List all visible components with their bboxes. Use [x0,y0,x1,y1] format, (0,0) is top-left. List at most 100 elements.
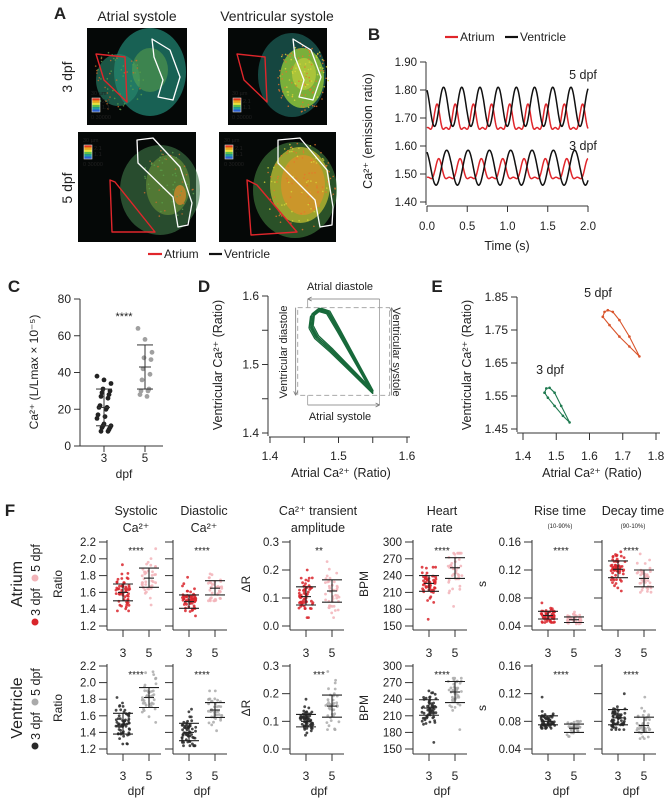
data-point [644,581,647,584]
data-point [143,591,147,595]
fluorescence-speckle [304,109,306,111]
x-tick-label: 1.8 [648,449,665,463]
x-tick-label: 1.5 [548,449,565,463]
colorbar-max-label: 2.1 [102,99,110,105]
data-point [611,721,615,725]
fluorescence-speckle [281,204,283,206]
data-point [457,558,461,561]
fluorescence-speckle [175,156,178,159]
data-point [194,729,197,733]
data-point [307,579,310,583]
fluorescence-speckle [107,51,110,54]
data-point [453,676,457,680]
data-point [332,708,336,712]
fluorescence-speckle [286,180,289,182]
data-point [329,719,333,722]
colorbar-segment [84,145,92,148]
significance-stars: *** [313,670,325,681]
data-point [126,601,130,604]
fluorescence-speckle [174,172,177,175]
y-tick-label: 2.2 [80,661,96,673]
x-tick-label: 3 [120,769,127,783]
data-point [447,591,451,595]
phase-box [297,307,391,396]
data-point [447,578,451,582]
data-point [305,727,309,730]
data-point [147,715,151,719]
fluorescence-speckle [116,57,118,59]
y-tick-label: 1.8 [80,571,96,583]
arrowhead [375,404,380,408]
y-tick-label: 270 [383,678,402,690]
fluorescence-speckle [328,170,330,173]
y-tick-label: 0.12 [499,689,521,701]
fluorescence-speckle [147,183,150,186]
data-point [185,602,189,606]
fluorescence-speckle [280,154,283,157]
data-point [643,578,647,582]
fluorescence-speckle [281,54,284,56]
data-point [552,720,556,724]
data-point [575,719,579,723]
fluorescence-speckle [290,52,293,55]
fluorescence-speckle [290,68,293,70]
fluorescence-speckle [296,142,299,145]
data-point [610,728,613,731]
legend-3dpf-label: 3 dpf [29,712,43,740]
data-point [618,715,621,718]
fluorescence-speckle [113,97,116,100]
column-subtitle: (90-10%) [621,524,646,530]
data-point [115,696,119,699]
scale-bar-label: 30 µm [224,138,240,144]
data-point [118,704,122,707]
data-point [641,713,645,717]
series-line-ventricle-5-dpf [426,86,589,128]
fluorescence-speckle [97,79,100,82]
fluorescence-speckle [301,228,304,231]
annotation-atrial-diastole: Atrial diastole [307,281,373,293]
data-point [619,589,623,593]
data-point [639,591,642,594]
y-tick-label: 180 [383,604,402,616]
panel-label-c: C [8,277,20,296]
data-point [153,707,157,711]
y-axis-label: Ratio [51,570,65,598]
x-tick-label: 1.4 [515,449,532,463]
data-point [152,673,156,676]
fluorescence-speckle [305,47,307,50]
data-point [116,717,120,720]
x-tick-label: 3 [186,769,193,783]
fluorescence-speckle [303,70,306,73]
fluorescence-speckle [285,71,288,73]
fluorescence-speckle [322,71,325,74]
y-tick-label: 1.75 [485,323,509,337]
data-point [218,596,222,600]
data-point [324,592,327,596]
data-point [148,357,154,362]
data-point [456,573,460,576]
fluorescence-speckle [316,187,318,189]
colorbar-segment [225,154,233,157]
data-point [119,724,123,728]
fluorescence-speckle [115,79,118,81]
fluorescence-speckle [192,192,195,195]
data-point [125,742,129,745]
data-point [146,587,150,591]
data-point [648,566,652,570]
fluorescence-speckle [291,182,293,185]
fluorescence-speckle [135,59,137,62]
fluorescence-speckle [278,214,281,217]
colorbar-segment [225,151,233,155]
fluorescence-speckle [303,106,305,108]
data-point [188,610,192,613]
loop-marker [638,355,641,358]
colorbar-frame [91,97,101,113]
fluorescence-speckle [325,77,327,80]
fluorescence-speckle [161,162,164,164]
data-point [459,676,463,680]
data-point [102,414,108,419]
data-point [190,595,194,599]
data-point [458,728,462,731]
fluorescence-speckle [292,72,294,74]
fluorescence-speckle [313,105,316,108]
